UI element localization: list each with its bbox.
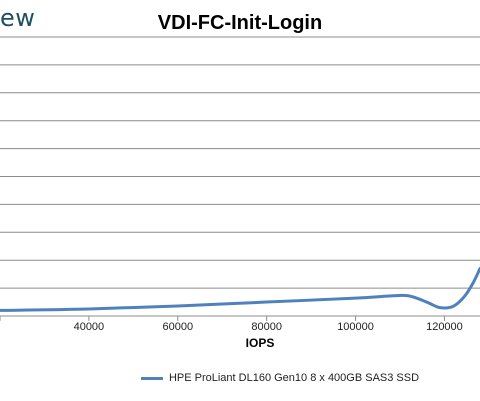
x-tick-label-4: 120000	[426, 321, 463, 333]
series-line-0	[0, 267, 480, 312]
x-axis-title: IOPS	[245, 336, 275, 350]
x-axis	[0, 315, 480, 321]
legend: HPE ProLiant DL160 Gen10 8 x 400GB SAS3 …	[0, 372, 480, 384]
x-tick-label-3: 100000	[337, 321, 374, 333]
x-tick-label-2: 80000	[251, 321, 282, 333]
chart-title: VDI-FC-Init-Login	[157, 12, 323, 34]
x-tick-label-1: 60000	[162, 321, 193, 333]
x-tick-label-0: 40000	[74, 321, 105, 333]
series-lines	[0, 267, 480, 312]
brand-logo-fragment: ew	[0, 4, 36, 32]
grid-lines	[0, 36, 480, 289]
legend-label: HPE ProLiant DL160 Gen10 8 x 400GB SAS3 …	[168, 372, 420, 384]
legend-swatch	[140, 376, 163, 380]
x-tick-labels: 40000 60000 80000 100000 120000	[74, 321, 463, 333]
